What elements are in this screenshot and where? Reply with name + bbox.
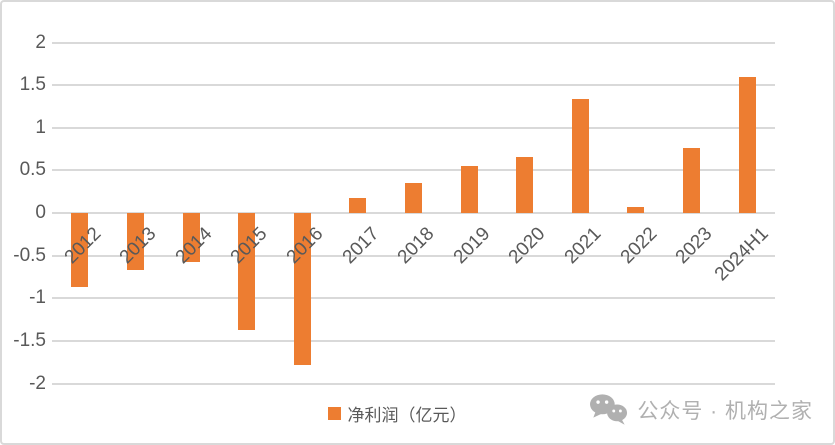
gridline (52, 126, 775, 129)
x-axis-tick-label: 2021 (560, 223, 606, 269)
gridline (52, 382, 775, 385)
gridline (52, 169, 775, 172)
watermark: 公众号 · 机构之家 (590, 394, 813, 426)
x-axis-tick-label: 2020 (505, 223, 550, 269)
y-axis-tick-label: -0.5 (13, 244, 46, 266)
y-axis-tick-label: -1.5 (13, 329, 46, 351)
bar-2012 (71, 213, 89, 288)
gridline (52, 339, 775, 342)
y-axis-tick-label: 1.5 (19, 74, 46, 96)
legend-label: 净利润（亿元） (347, 406, 467, 425)
x-axis-tick-label: 2019 (449, 223, 495, 269)
y-axis-tick-label: 0 (35, 202, 46, 223)
bar-2023 (683, 148, 701, 213)
bar-2024H1 (738, 77, 756, 213)
bar-2022 (627, 207, 645, 213)
bar-2020 (516, 156, 534, 213)
legend: 净利润（亿元） (2, 401, 792, 426)
bar-2019 (460, 166, 478, 213)
watermark-text: 公众号 · 机构之家 (637, 400, 813, 423)
bar-2021 (571, 98, 589, 213)
x-axis-tick-label: 2018 (393, 223, 439, 269)
x-axis-tick-label: 2023 (671, 223, 717, 269)
gridline (52, 212, 775, 214)
bar-2014 (182, 213, 200, 263)
bar-2018 (405, 183, 422, 213)
bar-2015 (238, 213, 256, 330)
gridline (52, 254, 775, 257)
x-axis-tick-label: 2017 (338, 223, 384, 269)
y-axis-tick-label: 0.5 (19, 159, 46, 181)
bar-2017 (349, 197, 367, 213)
wechat-icon (590, 394, 628, 425)
y-axis-tick-label: 2 (35, 31, 46, 53)
gridline (52, 297, 775, 300)
y-axis-tick-label: -2 (29, 372, 46, 394)
bar-2016 (293, 213, 311, 365)
x-axis-tick-label: 2022 (616, 223, 662, 269)
legend-swatch (327, 407, 341, 420)
bar-2013 (126, 213, 144, 271)
gridline (52, 84, 775, 87)
y-axis-tick-label: 1 (35, 116, 46, 138)
y-axis-tick-label: -1 (29, 287, 46, 309)
gridline (52, 41, 775, 44)
